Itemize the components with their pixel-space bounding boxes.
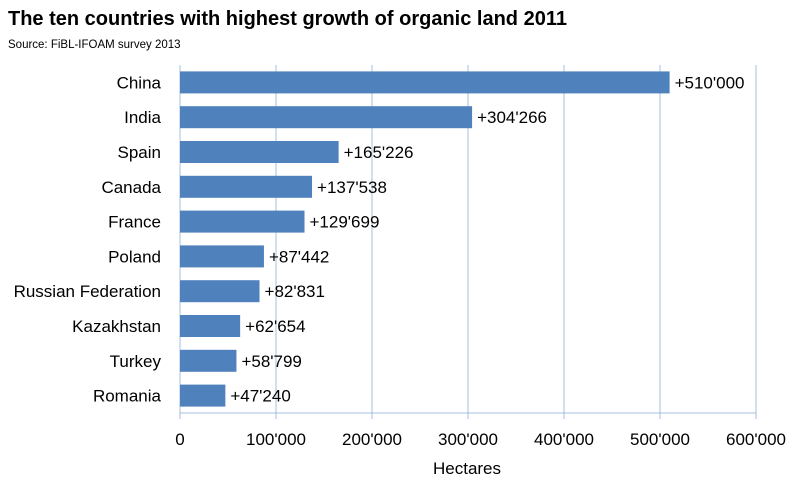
data-label: +510'000 xyxy=(675,73,745,92)
category-label: India xyxy=(124,108,161,127)
bar xyxy=(180,245,264,268)
chart-subtitle: Source: FiBL-IFOAM survey 2013 xyxy=(8,39,181,51)
x-tick-label: 0 xyxy=(175,430,184,449)
bar xyxy=(180,210,305,233)
x-tick-label: 300'000 xyxy=(438,430,498,449)
data-label: +58'799 xyxy=(241,352,301,371)
data-label: +87'442 xyxy=(269,247,329,266)
category-label: Spain xyxy=(118,143,161,162)
bar xyxy=(180,349,237,372)
category-label: China xyxy=(117,73,162,92)
category-label: Poland xyxy=(108,247,161,266)
category-label: Canada xyxy=(101,178,161,197)
data-label: +47'240 xyxy=(230,387,290,406)
bar xyxy=(180,175,313,198)
bar xyxy=(180,106,473,129)
data-label: +129'699 xyxy=(310,213,380,232)
data-label: +137'538 xyxy=(317,178,387,197)
chart-title: The ten countries with highest growth of… xyxy=(8,8,567,30)
x-tick-label: 200'000 xyxy=(342,430,402,449)
data-label: +82'831 xyxy=(265,282,325,301)
category-label: Kazakhstan xyxy=(72,317,161,336)
bar xyxy=(180,315,241,337)
category-label: Romania xyxy=(93,387,162,406)
bar xyxy=(180,71,670,94)
data-label: +165'226 xyxy=(344,143,414,162)
x-tick-label: 500'000 xyxy=(630,430,690,449)
x-axis-title: Hectares xyxy=(433,459,501,478)
category-label: Turkey xyxy=(110,352,162,371)
bar xyxy=(180,384,226,407)
bar xyxy=(180,141,339,163)
x-tick-label: 600'000 xyxy=(726,430,786,449)
x-tick-label: 400'000 xyxy=(534,430,594,449)
category-label: France xyxy=(108,213,161,232)
data-label: +304'266 xyxy=(477,108,547,127)
data-label: +62'654 xyxy=(245,317,305,336)
x-tick-label: 100'000 xyxy=(246,430,306,449)
bar xyxy=(180,280,260,303)
category-label: Russian Federation xyxy=(14,282,161,301)
